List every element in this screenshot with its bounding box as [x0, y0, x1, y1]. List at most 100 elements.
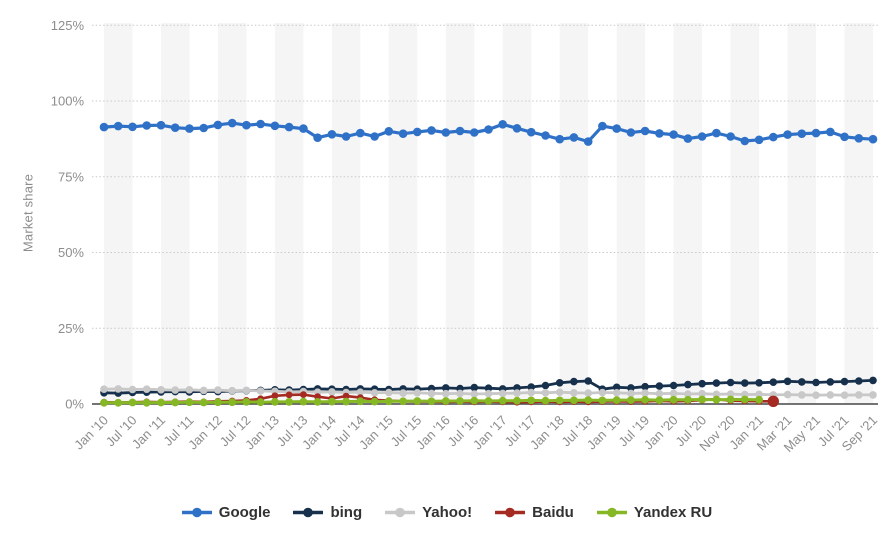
data-point[interactable] [569, 133, 579, 142]
data-point[interactable] [684, 380, 692, 389]
data-point[interactable] [456, 389, 464, 398]
data-point[interactable] [612, 383, 621, 392]
series-baidu-end-point[interactable] [767, 395, 779, 407]
data-point[interactable] [612, 396, 621, 404]
data-point[interactable] [256, 119, 265, 129]
data-point[interactable] [100, 385, 108, 394]
data-point[interactable] [228, 398, 237, 407]
data-point[interactable] [185, 398, 194, 407]
data-point[interactable] [271, 398, 279, 406]
data-point[interactable] [598, 388, 607, 397]
data-point[interactable] [541, 381, 550, 390]
data-point[interactable] [284, 122, 294, 132]
data-point[interactable] [527, 383, 535, 391]
legend-item-yandex-ru[interactable]: Yandex RU [596, 504, 712, 521]
data-point[interactable] [384, 397, 393, 406]
data-point[interactable] [455, 126, 465, 136]
data-point[interactable] [584, 396, 593, 404]
data-point[interactable] [370, 389, 379, 397]
data-point[interactable] [156, 120, 166, 130]
data-point[interactable] [698, 389, 706, 398]
data-point[interactable] [555, 388, 564, 397]
data-point[interactable] [413, 389, 422, 397]
data-point[interactable] [427, 397, 436, 406]
data-point[interactable] [313, 133, 322, 142]
data-point[interactable] [299, 124, 308, 133]
data-point[interactable] [869, 376, 877, 385]
data-point[interactable] [213, 120, 223, 130]
data-point[interactable] [228, 386, 236, 395]
data-point[interactable] [370, 397, 379, 406]
data-point[interactable] [640, 126, 650, 136]
data-point[interactable] [385, 388, 393, 397]
data-point[interactable] [171, 398, 180, 407]
data-point[interactable] [513, 384, 521, 392]
data-point[interactable] [142, 385, 151, 394]
data-point[interactable] [413, 397, 422, 405]
data-point[interactable] [669, 130, 678, 139]
data-point[interactable] [769, 378, 778, 387]
data-point[interactable] [185, 386, 194, 394]
data-point[interactable] [398, 129, 408, 138]
data-point[interactable] [555, 134, 564, 144]
data-point[interactable] [740, 136, 750, 146]
data-point[interactable] [484, 389, 493, 398]
data-point[interactable] [855, 391, 863, 399]
data-point[interactable] [684, 390, 692, 398]
data-point[interactable] [869, 391, 877, 399]
data-point[interactable] [356, 388, 365, 397]
data-point[interactable] [826, 391, 835, 399]
data-point[interactable] [313, 398, 322, 406]
data-point[interactable] [755, 379, 763, 387]
data-point[interactable] [442, 384, 450, 392]
data-point[interactable] [754, 135, 764, 145]
data-point[interactable] [227, 118, 237, 128]
data-point[interactable] [470, 128, 479, 137]
data-point[interactable] [285, 391, 293, 399]
data-point[interactable] [854, 134, 864, 143]
data-point[interactable] [328, 397, 336, 406]
data-point[interactable] [199, 386, 208, 395]
data-point[interactable] [456, 397, 464, 405]
data-point[interactable] [498, 396, 507, 405]
data-point[interactable] [541, 396, 550, 405]
data-point[interactable] [726, 395, 735, 404]
data-point[interactable] [840, 391, 849, 400]
data-point[interactable] [812, 378, 820, 387]
data-point[interactable] [427, 126, 436, 135]
data-point[interactable] [170, 123, 180, 132]
data-point[interactable] [513, 389, 521, 397]
data-point[interactable] [185, 124, 194, 133]
data-point[interactable] [755, 395, 763, 404]
data-point[interactable] [641, 389, 649, 397]
data-point[interactable] [484, 125, 493, 134]
data-point[interactable] [627, 396, 635, 404]
data-point[interactable] [128, 122, 137, 132]
data-point[interactable] [698, 379, 706, 388]
data-point[interactable] [655, 396, 664, 404]
data-point[interactable] [526, 127, 536, 137]
data-point[interactable] [342, 392, 350, 400]
data-point[interactable] [826, 378, 835, 386]
data-point[interactable] [697, 132, 707, 141]
data-point[interactable] [755, 390, 763, 399]
legend-item-bing[interactable]: bing [293, 504, 362, 521]
data-point[interactable] [356, 397, 365, 406]
data-point[interactable] [570, 389, 578, 397]
data-point[interactable] [498, 389, 507, 398]
data-point[interactable] [442, 389, 450, 398]
data-point[interactable] [214, 386, 222, 394]
data-point[interactable] [783, 390, 792, 399]
data-point[interactable] [683, 134, 693, 143]
data-point[interactable] [541, 389, 550, 397]
data-point[interactable] [242, 398, 251, 406]
data-point[interactable] [413, 127, 422, 137]
data-point[interactable] [726, 390, 735, 398]
data-point[interactable] [712, 379, 721, 387]
data-point[interactable] [669, 381, 678, 390]
data-point[interactable] [783, 377, 792, 386]
data-point[interactable] [99, 122, 109, 132]
data-point[interactable] [798, 378, 806, 386]
data-point[interactable] [570, 396, 578, 405]
data-point[interactable] [797, 129, 807, 138]
